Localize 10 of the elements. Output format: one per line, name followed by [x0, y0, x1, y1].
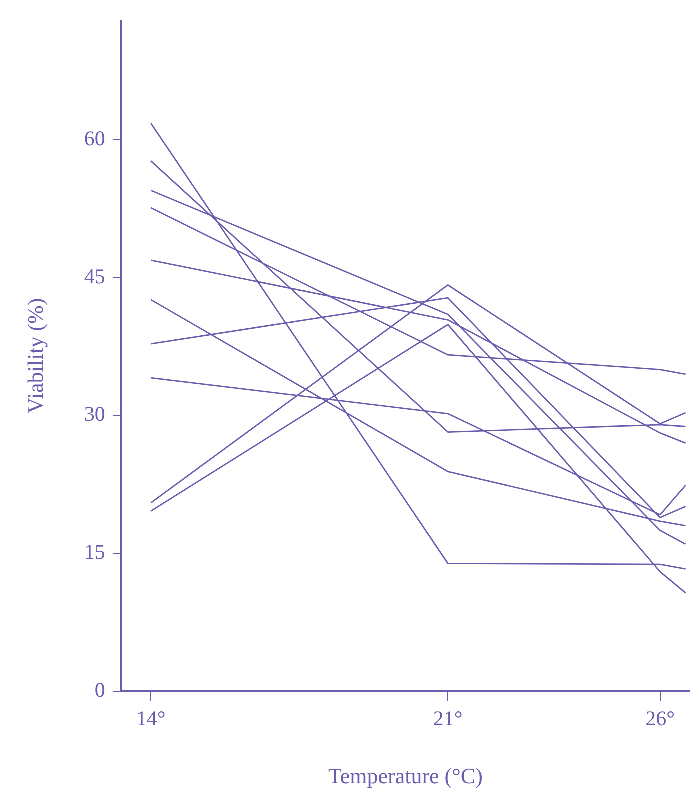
x-tick-label: 14° — [136, 706, 166, 731]
x-tick-label: 26° — [646, 706, 675, 731]
y-tick-label: 30 — [84, 402, 106, 426]
x-axis-title: Temperature (°C) — [328, 764, 483, 789]
y-axis-title: Viability (%) — [22, 298, 48, 414]
x-tick-label: 21° — [433, 706, 463, 731]
y-tick-label: 15 — [84, 540, 106, 564]
y-tick-label: 60 — [84, 126, 106, 151]
y-tick-label: 0 — [94, 678, 106, 702]
y-tick-label: 45 — [84, 264, 106, 288]
